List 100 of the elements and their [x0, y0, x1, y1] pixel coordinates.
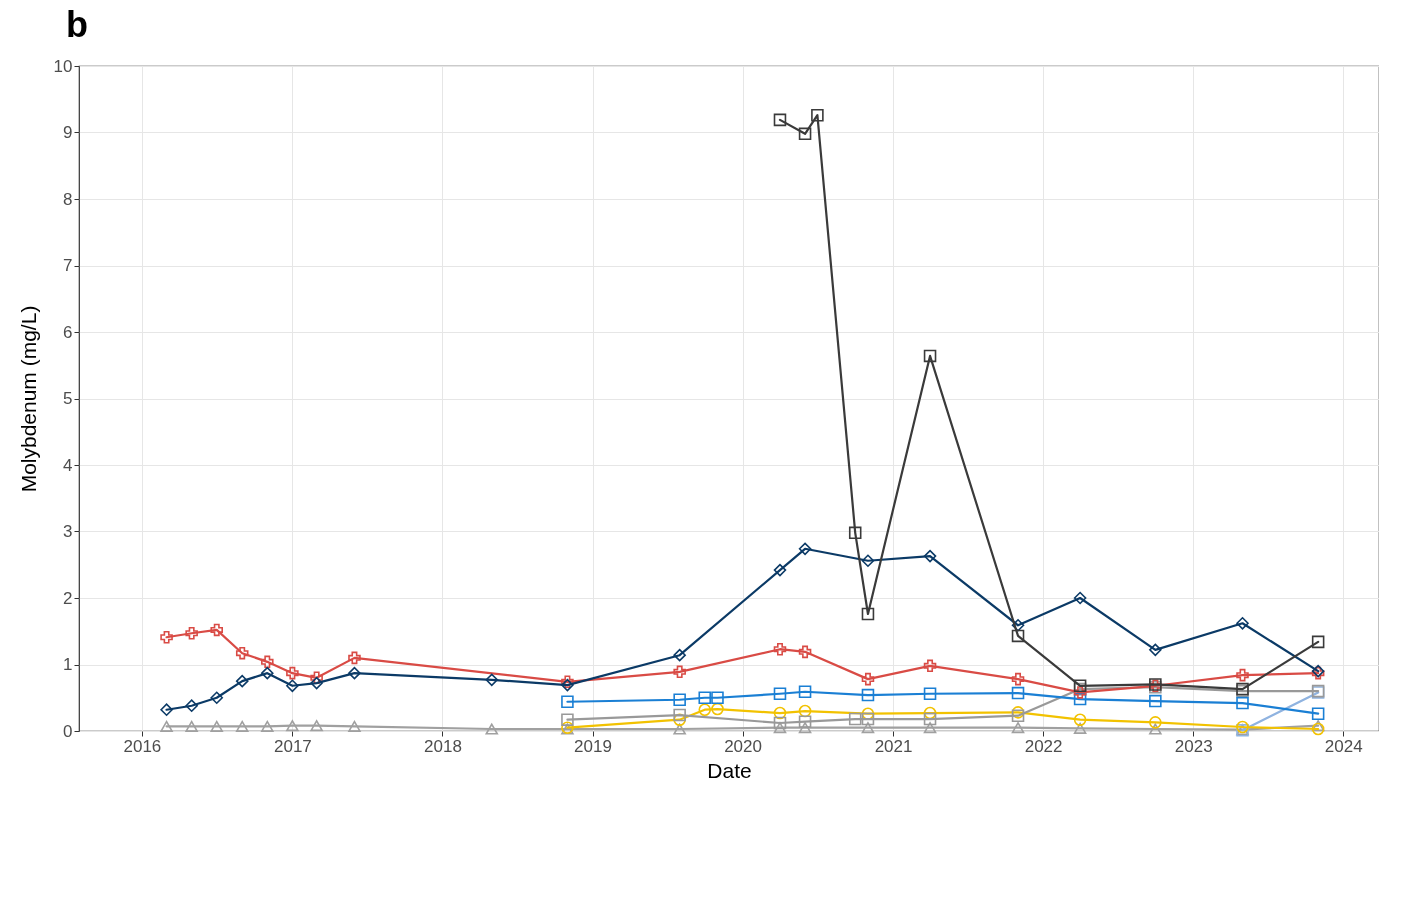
point: [1011, 629, 1025, 643]
point: [1073, 722, 1087, 734]
y-tick-label: 2: [63, 588, 73, 608]
point: [1236, 696, 1249, 710]
point: [798, 542, 812, 556]
point: [261, 655, 274, 669]
x-tick-label: 2019: [574, 736, 612, 756]
x-tick-label: 2022: [1024, 736, 1063, 756]
point: [286, 679, 299, 693]
point: [698, 691, 712, 705]
point: [773, 687, 787, 701]
point: [1073, 686, 1087, 699]
point: [711, 691, 724, 705]
point: [261, 666, 274, 680]
point: [185, 720, 198, 732]
point: [160, 630, 173, 644]
point: [923, 712, 937, 726]
y-tick-label: 8: [63, 189, 73, 209]
point: [185, 699, 198, 713]
point: [1311, 707, 1325, 720]
point: [310, 671, 323, 685]
point: [773, 642, 787, 656]
x-tick-label: 2018: [424, 736, 462, 756]
point: [673, 648, 686, 662]
y-tick-label: 3: [63, 522, 73, 541]
point: [210, 720, 224, 732]
point: [861, 707, 875, 720]
y-tick-label: 1: [63, 655, 73, 674]
point: [698, 703, 712, 716]
x-tick-label: 2023: [1174, 736, 1213, 756]
point: [1311, 722, 1325, 736]
point: [673, 708, 686, 722]
point: [673, 723, 686, 735]
point: [798, 722, 812, 734]
point: [923, 659, 937, 673]
point: [848, 712, 862, 726]
point: [773, 722, 787, 734]
point: [861, 554, 875, 568]
point: [286, 720, 299, 732]
point: [261, 720, 274, 732]
x-tick-label: 2021: [874, 736, 913, 756]
y-tick-label: 0: [63, 721, 73, 741]
point: [235, 720, 249, 732]
point: [798, 645, 812, 659]
point: [861, 712, 875, 726]
point: [485, 673, 499, 687]
point: [773, 716, 787, 730]
point: [235, 646, 249, 660]
point: [1311, 720, 1325, 732]
point: [798, 715, 812, 728]
point: [673, 665, 686, 679]
point: [923, 349, 937, 363]
point: [1236, 668, 1249, 682]
point: [1011, 618, 1025, 632]
point: [923, 722, 937, 734]
point: [811, 108, 824, 122]
point: [1073, 713, 1087, 726]
point: [310, 676, 323, 690]
point: [673, 693, 686, 707]
point: [348, 651, 361, 665]
point: [1011, 686, 1025, 700]
point: [348, 720, 361, 732]
point: [1149, 723, 1162, 735]
point: [1011, 722, 1025, 734]
point: [485, 723, 499, 735]
point: [923, 549, 937, 563]
y-axis-title: Molybdenum (mg/L): [16, 305, 40, 493]
point: [286, 666, 299, 680]
y-tick-label: 7: [63, 256, 73, 275]
point: [1149, 643, 1162, 657]
point: [210, 623, 224, 637]
point: [561, 695, 574, 709]
point: [773, 113, 787, 127]
x-axis-title: Date: [707, 758, 752, 782]
point: [861, 672, 875, 686]
point: [861, 722, 875, 734]
point: [773, 706, 787, 720]
point: [923, 706, 937, 720]
point: [1073, 591, 1087, 605]
y-tick-label: 6: [63, 322, 73, 342]
x-tick-label: 2020: [724, 736, 762, 756]
y-tick-label: 5: [63, 389, 73, 408]
point: [1011, 672, 1025, 686]
point: [798, 127, 812, 141]
point: [673, 713, 686, 726]
y-tick-label: 4: [63, 455, 73, 475]
chart-title: b: [66, 4, 89, 45]
point: [160, 703, 173, 716]
point: [348, 666, 361, 680]
point: [1149, 694, 1162, 708]
point: [861, 688, 875, 702]
point: [923, 687, 937, 701]
point: [160, 720, 173, 732]
x-tick-label: 2024: [1324, 736, 1363, 756]
point: [310, 720, 323, 732]
point: [861, 607, 875, 621]
point: [798, 704, 812, 718]
point: [773, 563, 787, 577]
point: [711, 702, 724, 716]
point: [848, 526, 862, 540]
